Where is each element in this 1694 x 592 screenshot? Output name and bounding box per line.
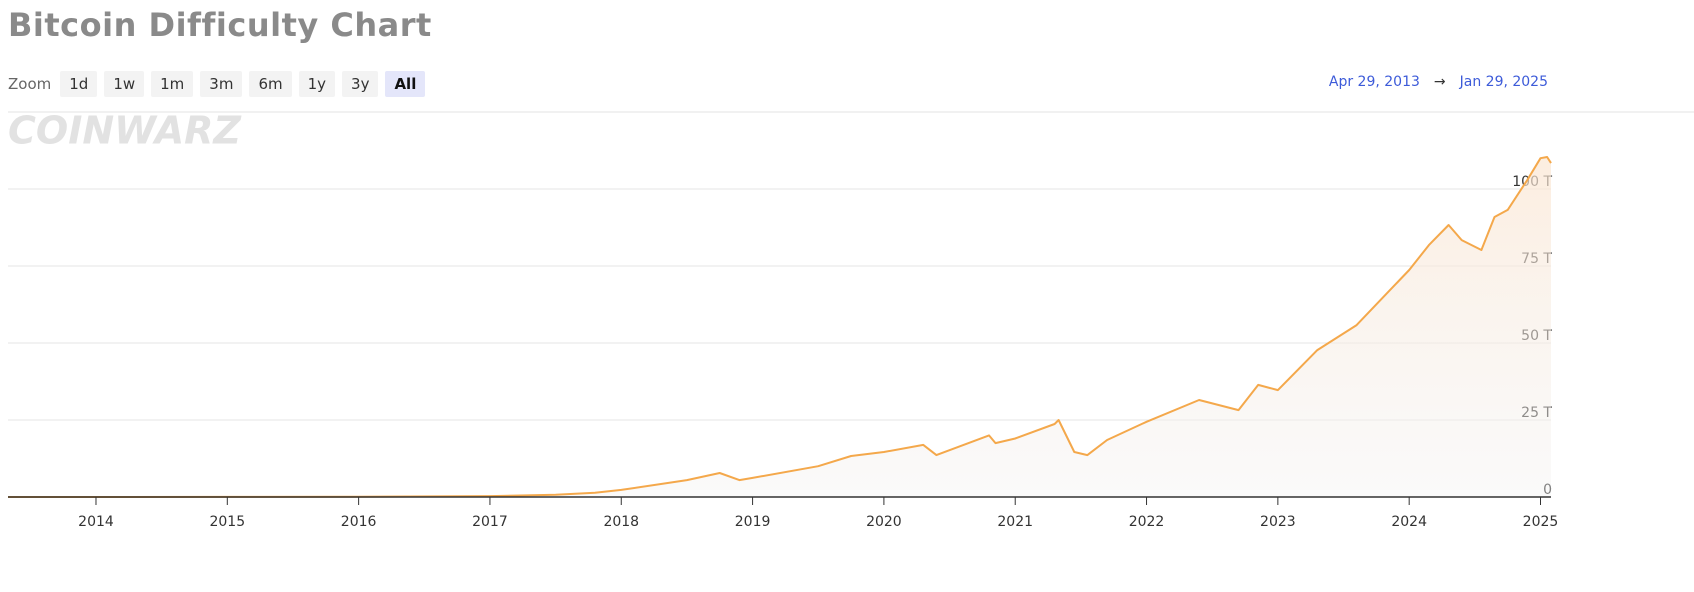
line — [8, 156, 1552, 498]
x-tick-label: 2023 — [1260, 514, 1296, 530]
x-tick-label: 2021 — [997, 514, 1033, 530]
area — [8, 157, 1551, 497]
zoom-button[interactable]: All — [385, 71, 426, 97]
zoom-label: Zoom — [8, 75, 52, 93]
x-tick-label: 2022 — [1129, 514, 1165, 530]
x-tick-label: 2015 — [209, 514, 245, 530]
range-separator: → — [1433, 74, 1446, 90]
zoom-button[interactable]: 1d — [60, 71, 98, 97]
x-tick-label: 2025 — [1523, 514, 1559, 530]
range-end[interactable]: Jan 29, 2025 — [1459, 74, 1548, 90]
zoom-button[interactable]: 1y — [298, 71, 336, 97]
page-title: Bitcoin Difficulty Chart — [8, 6, 432, 44]
zoom-bar: Zoom 1d 1w 1m 3m 6m 1y 3y All — [8, 71, 426, 97]
x-tick-label: 2017 — [472, 514, 508, 530]
zoom-button[interactable]: 1w — [104, 71, 145, 97]
x-tick-label: 2020 — [866, 514, 902, 530]
zoom-button[interactable]: 3m — [200, 71, 243, 97]
x-tick-label: 2018 — [603, 514, 639, 530]
watermark: COINWARZ — [8, 109, 242, 153]
date-range: Apr 29, 2013 → Jan 29, 2025 — [1329, 74, 1548, 90]
x-tick-label: 2016 — [341, 514, 377, 530]
zoom-button[interactable]: 3y — [342, 71, 379, 97]
zoom-button[interactable]: 1m — [151, 71, 194, 97]
x-tick-label: 2014 — [78, 514, 114, 530]
range-start[interactable]: Apr 29, 2013 — [1328, 74, 1420, 90]
x-tick-label: 2019 — [735, 514, 771, 530]
x-tick-label: 2024 — [1391, 514, 1427, 530]
zoom-button[interactable]: 6m — [249, 71, 292, 97]
